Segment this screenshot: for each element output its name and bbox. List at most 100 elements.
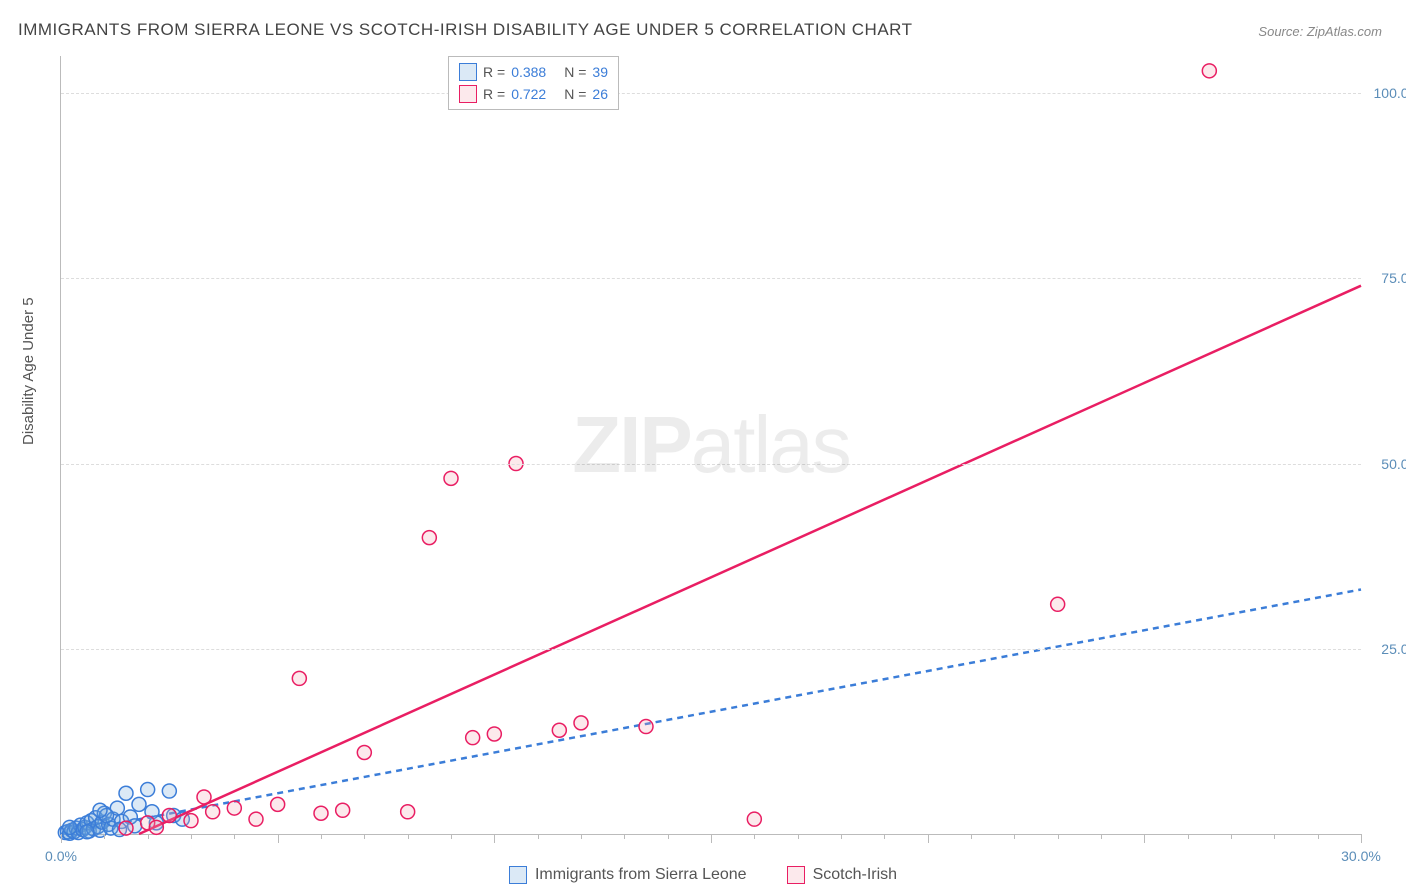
data-point bbox=[336, 803, 350, 817]
data-point bbox=[80, 825, 94, 839]
source-name: ZipAtlas.com bbox=[1307, 24, 1382, 39]
x-tick bbox=[798, 834, 799, 839]
x-tick bbox=[841, 834, 842, 839]
trend-line bbox=[139, 286, 1361, 834]
series-legend-item: Scotch-Irish bbox=[787, 866, 897, 884]
y-tick-label: 50.0% bbox=[1371, 456, 1406, 472]
x-tick bbox=[104, 834, 105, 839]
data-point bbox=[227, 801, 241, 815]
data-point bbox=[271, 797, 285, 811]
scatter-plot-svg bbox=[61, 56, 1361, 834]
y-tick-label: 75.0% bbox=[1371, 270, 1406, 286]
r-value: 0.722 bbox=[511, 86, 546, 102]
x-tick bbox=[1144, 834, 1145, 843]
data-point bbox=[132, 797, 146, 811]
x-tick bbox=[1318, 834, 1319, 839]
gridline-h bbox=[61, 464, 1361, 465]
x-tick bbox=[581, 834, 582, 839]
n-label: N = bbox=[564, 86, 586, 102]
x-tick bbox=[884, 834, 885, 839]
x-tick bbox=[364, 834, 365, 839]
x-tick bbox=[148, 834, 149, 839]
trend-line bbox=[61, 589, 1361, 834]
x-tick bbox=[191, 834, 192, 839]
data-point bbox=[119, 821, 133, 835]
x-end-label: 30.0% bbox=[1341, 848, 1381, 864]
data-point bbox=[466, 731, 480, 745]
data-point bbox=[314, 806, 328, 820]
correlation-legend: R = 0.388 N = 39 R = 0.722 N = 26 bbox=[448, 56, 619, 110]
series-legend-item: Immigrants from Sierra Leone bbox=[509, 866, 747, 884]
data-point bbox=[119, 786, 133, 800]
data-point bbox=[1051, 597, 1065, 611]
r-value: 0.388 bbox=[511, 64, 546, 80]
x-tick bbox=[234, 834, 235, 839]
x-tick bbox=[321, 834, 322, 839]
series-legend: Immigrants from Sierra Leone Scotch-Irish bbox=[0, 866, 1406, 884]
n-value: 26 bbox=[592, 86, 608, 102]
legend-swatch bbox=[509, 866, 527, 884]
x-tick bbox=[668, 834, 669, 839]
y-axis-label: Disability Age Under 5 bbox=[20, 297, 37, 445]
correlation-legend-row: R = 0.722 N = 26 bbox=[459, 83, 608, 105]
x-tick bbox=[711, 834, 712, 843]
data-point bbox=[206, 805, 220, 819]
data-point bbox=[1202, 64, 1216, 78]
n-value: 39 bbox=[592, 64, 608, 80]
data-point bbox=[552, 723, 566, 737]
x-tick bbox=[754, 834, 755, 839]
data-point bbox=[639, 720, 653, 734]
x-tick bbox=[278, 834, 279, 843]
series-name: Scotch-Irish bbox=[813, 866, 897, 884]
series-name: Immigrants from Sierra Leone bbox=[535, 866, 747, 884]
data-point bbox=[574, 716, 588, 730]
data-point bbox=[292, 671, 306, 685]
gridline-h bbox=[61, 278, 1361, 279]
legend-swatch bbox=[459, 85, 477, 103]
x-tick bbox=[1274, 834, 1275, 839]
data-point bbox=[747, 812, 761, 826]
y-tick-label: 25.0% bbox=[1371, 641, 1406, 657]
data-point bbox=[401, 805, 415, 819]
data-point bbox=[141, 783, 155, 797]
legend-swatch bbox=[787, 866, 805, 884]
correlation-legend-row: R = 0.388 N = 39 bbox=[459, 61, 608, 83]
data-point bbox=[184, 814, 198, 828]
gridline-h bbox=[61, 93, 1361, 94]
data-point bbox=[487, 727, 501, 741]
x-tick bbox=[451, 834, 452, 839]
gridline-h bbox=[61, 649, 1361, 650]
data-point bbox=[422, 531, 436, 545]
x-tick bbox=[1058, 834, 1059, 839]
data-point bbox=[162, 808, 176, 822]
y-tick-label: 100.0% bbox=[1371, 85, 1406, 101]
x-tick bbox=[624, 834, 625, 839]
r-label: R = bbox=[483, 86, 505, 102]
source-attribution: Source: ZipAtlas.com bbox=[1258, 24, 1382, 39]
x-tick bbox=[538, 834, 539, 839]
data-point bbox=[197, 790, 211, 804]
x-tick bbox=[408, 834, 409, 839]
chart-plot-area: ZIPatlas 25.0%50.0%75.0%100.0%0.0%30.0% bbox=[60, 56, 1361, 835]
data-point bbox=[162, 784, 176, 798]
x-tick bbox=[494, 834, 495, 843]
x-tick bbox=[61, 834, 62, 843]
x-tick bbox=[1014, 834, 1015, 839]
data-point bbox=[149, 820, 163, 834]
r-label: R = bbox=[483, 64, 505, 80]
x-tick bbox=[1231, 834, 1232, 839]
x-tick bbox=[971, 834, 972, 839]
source-label: Source: bbox=[1258, 24, 1303, 39]
data-point bbox=[93, 803, 107, 817]
data-point bbox=[249, 812, 263, 826]
x-tick bbox=[1101, 834, 1102, 839]
n-label: N = bbox=[564, 64, 586, 80]
chart-title: IMMIGRANTS FROM SIERRA LEONE VS SCOTCH-I… bbox=[18, 20, 913, 40]
data-point bbox=[63, 820, 77, 834]
x-tick bbox=[1361, 834, 1362, 843]
x-origin-label: 0.0% bbox=[45, 848, 77, 864]
data-point bbox=[444, 471, 458, 485]
x-tick bbox=[1188, 834, 1189, 839]
data-point bbox=[357, 745, 371, 759]
x-tick bbox=[928, 834, 929, 843]
